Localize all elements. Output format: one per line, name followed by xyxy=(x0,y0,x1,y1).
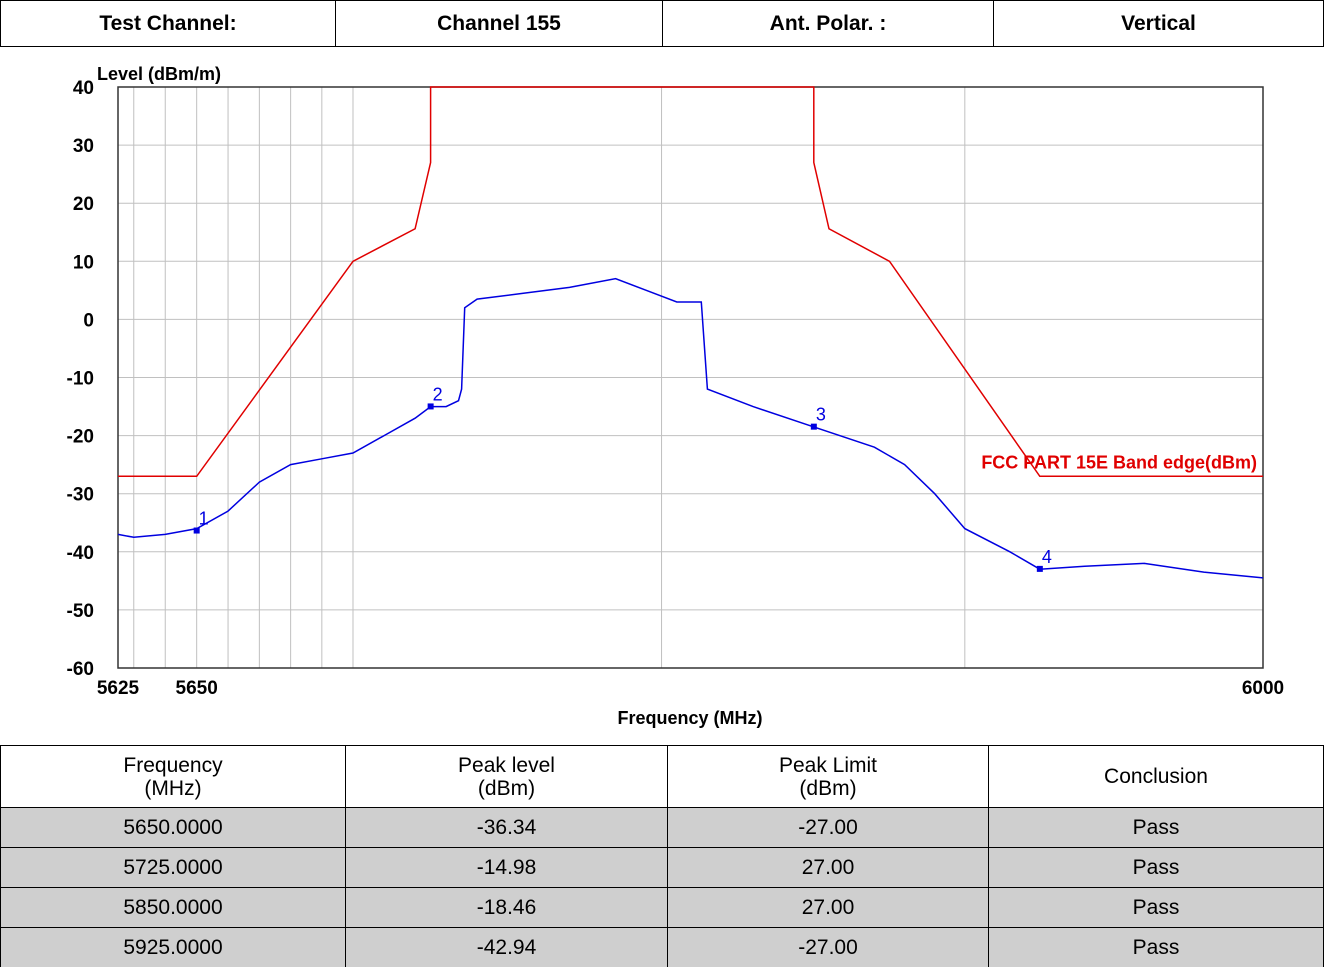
header-cell: Ant. Polar. : xyxy=(662,0,994,47)
marker-point xyxy=(427,403,434,410)
table-cell: 5850.0000 xyxy=(0,887,346,928)
table-row: 5925.0000 -42.94 -27.00 Pass xyxy=(0,927,1324,967)
y-tick-label: -50 xyxy=(67,601,94,622)
chart: 5625 5650 6000 -60 -50 -40 -30 -20 -10 0 10 20 30 40L… xyxy=(67,64,1285,728)
marker-label: 4 xyxy=(1042,547,1052,567)
legend-label: FCC PART 15E Band edge(dBm) xyxy=(981,452,1257,472)
x-tick-label: 5625 xyxy=(97,678,140,699)
table-row: 5725.0000 -14.98 27.00 Pass xyxy=(0,847,1324,888)
table-cell: -14.98 xyxy=(345,847,668,888)
table-cell: Pass xyxy=(988,887,1324,928)
header-cell: Channel 155 xyxy=(335,0,663,47)
table-row: 5650.0000 -36.34 -27.00 Pass xyxy=(0,807,1324,848)
table-cell: -18.46 xyxy=(345,887,668,928)
y-tick-label: 30 xyxy=(73,136,94,157)
table-cell: -42.94 xyxy=(345,927,668,967)
marker-label: 3 xyxy=(816,405,826,425)
table-cell: Peak level (dBm) xyxy=(345,745,668,808)
table-cell: 27.00 xyxy=(667,887,989,928)
table-cell: Frequency (MHz) xyxy=(0,745,346,808)
marker-point xyxy=(1036,565,1043,572)
marker-label: 1 xyxy=(199,509,209,529)
y-tick-label: -30 xyxy=(67,485,94,506)
header-cell: Test Channel: xyxy=(0,0,336,47)
y-tick-label: -10 xyxy=(67,369,94,390)
y-tick-label: 0 xyxy=(83,310,94,331)
x-axis-label: Frequency (MHz) xyxy=(617,708,762,728)
y-axis-label: Level (dBm/m) xyxy=(97,64,221,84)
table-cell: Conclusion xyxy=(988,745,1324,808)
result-table: Frequency (MHz) Peak level (dBm) Peak Limi… xyxy=(0,745,1324,967)
table-cell: 5650.0000 xyxy=(0,807,346,848)
y-tick-label: -20 xyxy=(67,427,94,448)
y-tick-label: -60 xyxy=(67,659,94,680)
table-cell: -36.34 xyxy=(345,807,668,848)
marker-point xyxy=(193,527,200,534)
table-cell: Pass xyxy=(988,847,1324,888)
table-cell: Pass xyxy=(988,927,1324,967)
y-tick-label: 40 xyxy=(73,78,94,99)
marker-point xyxy=(810,423,817,430)
y-tick-label: -40 xyxy=(67,543,94,564)
series-line xyxy=(118,86,1263,478)
y-tick-label: 10 xyxy=(73,252,94,273)
x-tick-label: 5650 xyxy=(176,678,218,699)
y-tick-label: 20 xyxy=(73,194,94,215)
table-row: 5850.0000 -18.46 27.00 Pass xyxy=(0,887,1324,928)
table-row: Frequency (MHz) Peak level (dBm) Peak Limi… xyxy=(0,745,1324,808)
header-table: Test Channel: Channel 155 Ant. Polar. : … xyxy=(0,0,1324,47)
table-cell: 5725.0000 xyxy=(0,847,346,888)
table-cell: -27.00 xyxy=(667,807,989,848)
header-cell: Vertical xyxy=(993,0,1324,47)
table-cell: 5925.0000 xyxy=(0,927,346,967)
marker-label: 2 xyxy=(433,384,443,404)
x-tick-label: 6000 xyxy=(1242,678,1284,699)
series-line xyxy=(117,277,1264,579)
table-cell: Pass xyxy=(988,807,1324,848)
table-cell: Peak Limit (dBm) xyxy=(667,745,989,808)
table-cell: -27.00 xyxy=(667,927,989,967)
table-cell: 27.00 xyxy=(667,847,989,888)
